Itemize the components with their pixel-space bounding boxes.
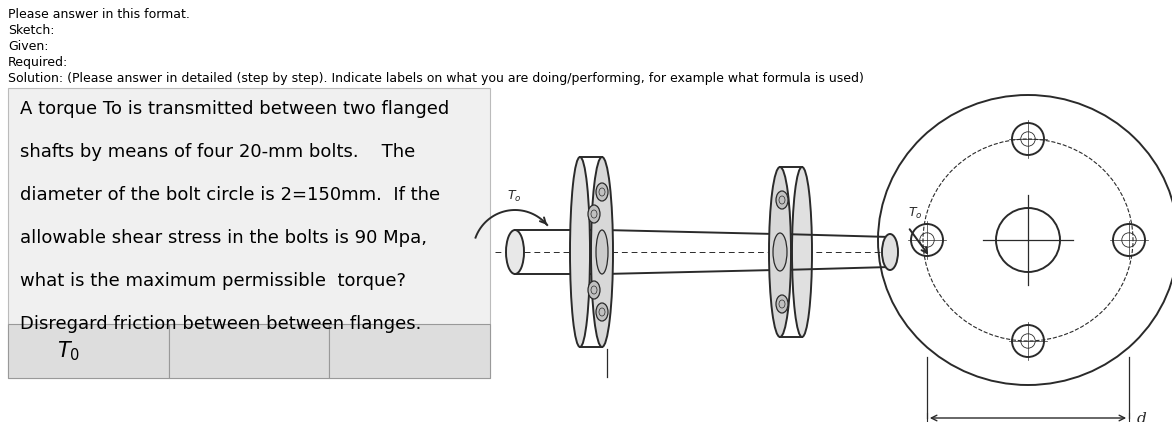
Bar: [8, 88, 490, 378]
Ellipse shape: [597, 230, 608, 274]
Ellipse shape: [588, 205, 600, 223]
Text: A torque To is transmitted between two flanged: A torque To is transmitted between two f…: [20, 100, 449, 118]
Bar: [8, 324, 169, 378]
Text: shafts by means of four 20-mm bolts.    The: shafts by means of four 20-mm bolts. The: [20, 143, 415, 161]
Ellipse shape: [769, 167, 791, 337]
Text: Sketch:: Sketch:: [8, 24, 55, 37]
Ellipse shape: [792, 167, 812, 337]
Ellipse shape: [588, 281, 600, 299]
Text: allowable shear stress in the bolts is 90 Mpa,: allowable shear stress in the bolts is 9…: [20, 229, 427, 247]
Text: Disregard friction between between flanges.: Disregard friction between between flang…: [20, 315, 422, 333]
Bar: [329, 324, 490, 378]
Ellipse shape: [597, 303, 608, 321]
Text: diameter of the bolt circle is 2=150mm.  If the: diameter of the bolt circle is 2=150mm. …: [20, 186, 441, 204]
Ellipse shape: [570, 157, 590, 347]
Ellipse shape: [883, 234, 898, 270]
Ellipse shape: [591, 157, 613, 347]
Ellipse shape: [774, 233, 788, 271]
Ellipse shape: [776, 295, 788, 313]
Text: $T_0$: $T_0$: [57, 339, 81, 363]
Ellipse shape: [506, 230, 524, 274]
Text: $T_o$: $T_o$: [507, 189, 522, 204]
Ellipse shape: [776, 191, 788, 209]
Text: Solution: (Please answer in detailed (step by step). Indicate labels on what you: Solution: (Please answer in detailed (st…: [8, 72, 864, 85]
Text: Required:: Required:: [8, 56, 68, 69]
Text: Given:: Given:: [8, 40, 48, 53]
Ellipse shape: [597, 183, 608, 201]
Text: $T_o$: $T_o$: [908, 206, 922, 221]
Text: d: d: [1137, 412, 1146, 422]
Text: what is the maximum permissible  torque?: what is the maximum permissible torque?: [20, 272, 406, 290]
Bar: [169, 324, 329, 378]
Text: Please answer in this format.: Please answer in this format.: [8, 8, 190, 21]
